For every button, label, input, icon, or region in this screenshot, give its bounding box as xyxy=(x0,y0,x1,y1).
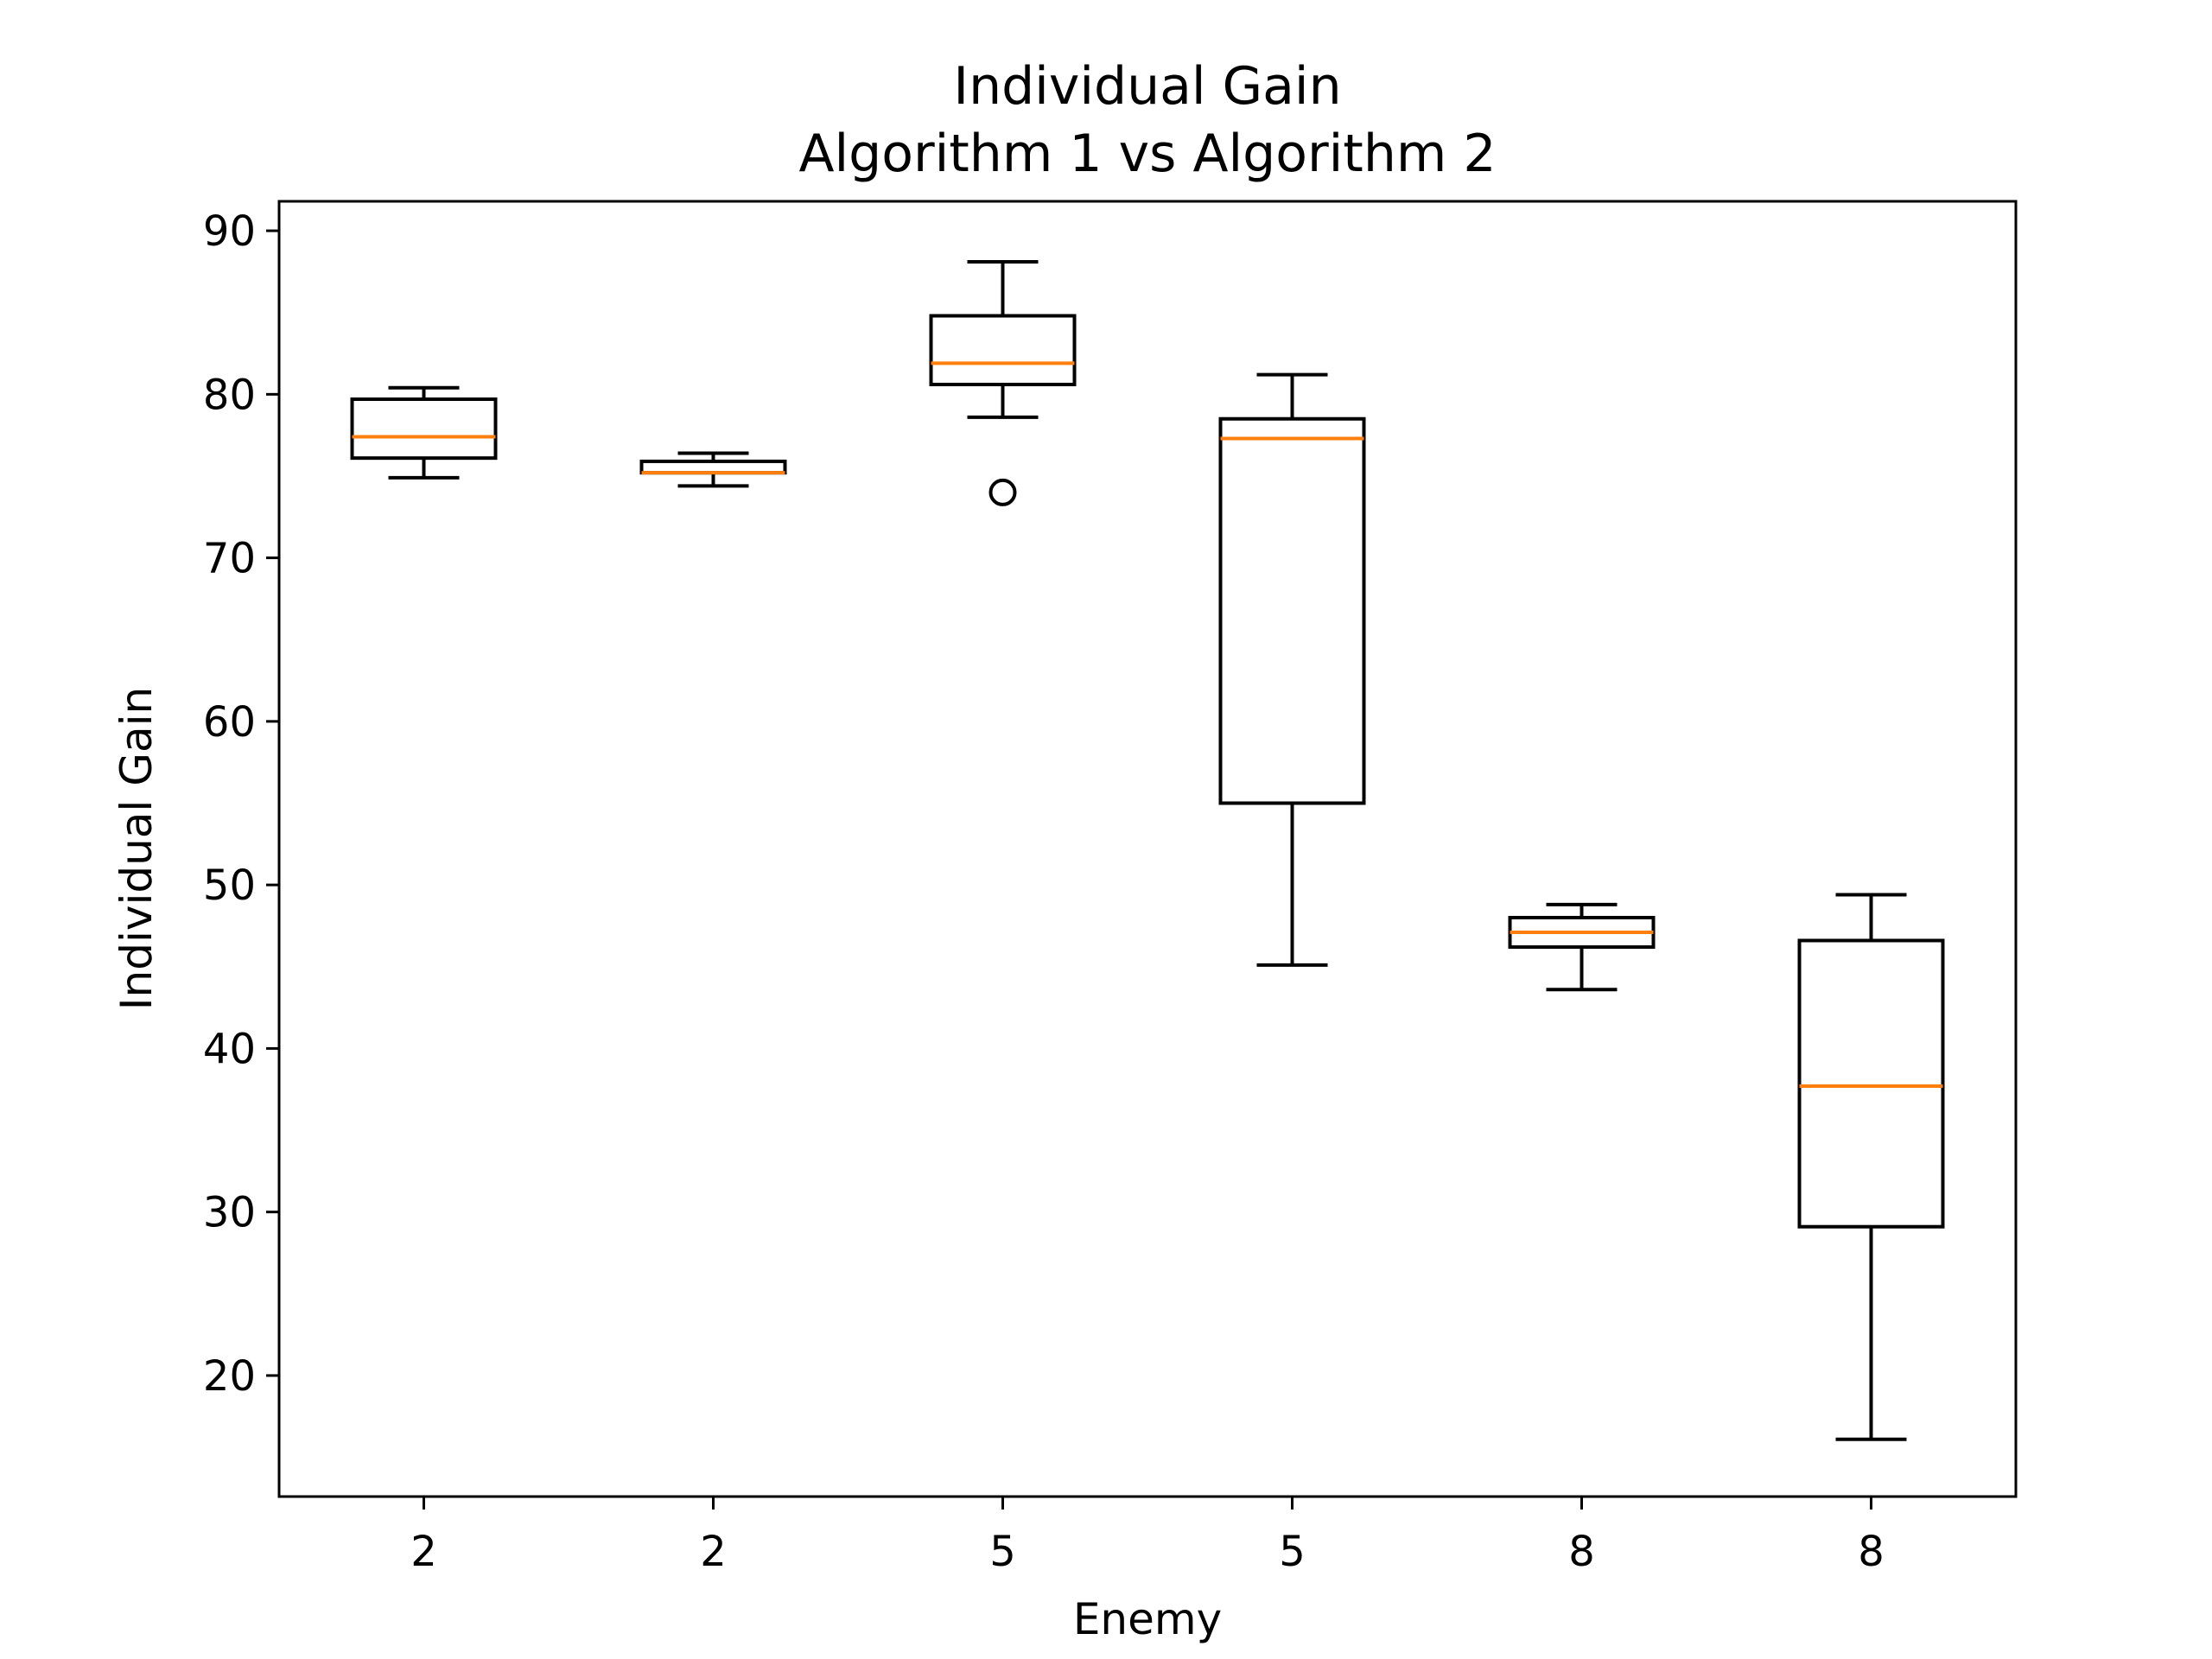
x-axis: 2 2 5 5 8 8 xyxy=(410,1497,1885,1576)
box-group xyxy=(1218,372,1366,967)
box-group xyxy=(1508,902,1656,992)
chart-subtitle: Algorithm 1 vs Algorithm 2 xyxy=(798,124,1496,184)
x-axis-label: Enemy xyxy=(1073,1594,1222,1644)
boxes-group xyxy=(350,260,1945,1441)
x-tick-label: 5 xyxy=(1279,1528,1306,1576)
plot-area-frame xyxy=(277,200,2018,1498)
box-iqr xyxy=(1218,416,1366,805)
outlier-point xyxy=(988,478,1017,506)
y-tick-label: 80 xyxy=(203,371,256,419)
box-iqr xyxy=(350,397,498,461)
box-group xyxy=(639,451,787,488)
y-tick-label: 70 xyxy=(203,535,256,583)
box-iqr xyxy=(1797,938,1945,1229)
box-group xyxy=(929,260,1077,506)
x-tick-label: 2 xyxy=(700,1528,727,1576)
x-tick-label: 8 xyxy=(1568,1528,1595,1576)
y-tick-label: 60 xyxy=(203,698,256,747)
box-group xyxy=(350,385,498,480)
box-iqr xyxy=(929,314,1077,386)
y-tick-label: 90 xyxy=(203,207,256,256)
y-tick-label: 20 xyxy=(203,1352,256,1401)
y-tick-label: 30 xyxy=(203,1189,256,1237)
x-tick-label: 2 xyxy=(410,1528,437,1576)
y-axis: 20 30 40 50 60 70 80 90 xyxy=(203,207,279,1401)
x-tick-label: 5 xyxy=(989,1528,1016,1576)
y-tick-label: 50 xyxy=(203,861,256,910)
chart-title: Individual Gain xyxy=(953,56,1341,117)
x-tick-label: 8 xyxy=(1858,1528,1885,1576)
box-group xyxy=(1797,893,1945,1441)
y-axis-label: Individual Gain xyxy=(111,687,162,1010)
y-tick-label: 40 xyxy=(203,1025,256,1073)
